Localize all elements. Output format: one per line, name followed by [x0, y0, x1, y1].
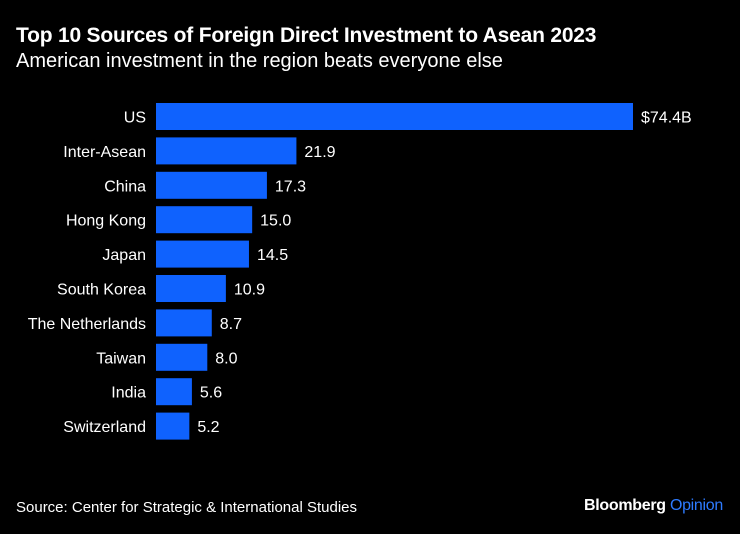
- data-label: 5.6: [200, 385, 222, 402]
- bar: [156, 343, 208, 371]
- category-label: US: [124, 110, 146, 127]
- brand-main: Bloomberg: [584, 497, 666, 514]
- category-label: Taiwan: [96, 350, 146, 367]
- data-label: 8.7: [220, 316, 242, 333]
- category-label: Switzerland: [63, 419, 146, 436]
- data-label: 14.5: [257, 247, 288, 264]
- data-label: 21.9: [304, 144, 335, 161]
- category-label: Japan: [102, 247, 146, 264]
- bar: [156, 137, 297, 165]
- bar: [156, 412, 190, 440]
- category-label: Hong Kong: [66, 213, 146, 230]
- bar: [156, 309, 212, 337]
- bar: [156, 378, 192, 406]
- bar: [156, 275, 226, 302]
- category-label: China: [104, 178, 146, 195]
- data-label: 17.3: [275, 178, 306, 195]
- data-label: 8.0: [215, 350, 237, 367]
- brand-sub: Opinion: [669, 497, 723, 514]
- bar: [156, 206, 253, 234]
- category-label: South Korea: [57, 282, 146, 299]
- chart-subtitle: American investment in the region beats …: [16, 50, 503, 72]
- category-label: Inter-Asean: [63, 144, 146, 161]
- data-label: 5.2: [197, 419, 219, 436]
- category-label: India: [111, 385, 146, 402]
- bar: [156, 171, 267, 199]
- source-note: Source: Center for Strategic & Internati…: [16, 499, 358, 516]
- bar: [156, 240, 249, 268]
- category-label: The Netherlands: [28, 316, 146, 333]
- brand-logo: Bloomberg Opinion: [584, 497, 723, 515]
- data-label: $74.4B: [641, 110, 692, 127]
- chart-title: Top 10 Sources of Foreign Direct Investm…: [16, 24, 597, 47]
- bar: [156, 103, 633, 130]
- data-label: 15.0: [260, 213, 291, 230]
- data-label: 10.9: [234, 282, 265, 299]
